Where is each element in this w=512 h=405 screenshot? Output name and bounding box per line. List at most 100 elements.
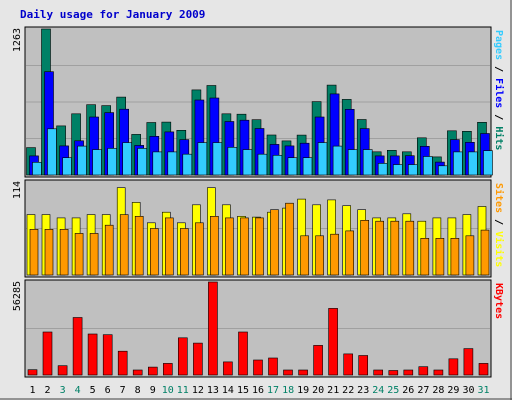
bar-pages-day-16 (257, 153, 268, 176)
x-tick-label-day-1: 1 (29, 385, 35, 396)
bar-kbytes-day-26 (403, 369, 414, 376)
bar-sites-day-18 (285, 202, 294, 276)
bar-sites-day-2 (44, 229, 54, 276)
x-tick-label-day-19: 19 (297, 385, 309, 396)
bar-kbytes-day-5 (87, 333, 98, 376)
bar-sites-day-31 (480, 229, 490, 276)
bar-pages-day-14 (227, 147, 238, 176)
bar-sites-day-15 (240, 217, 249, 276)
bar-pages-day-28 (438, 165, 448, 176)
bar-kbytes-day-18 (283, 369, 293, 376)
bar-pages-day-8 (137, 148, 147, 176)
x-tick-label-day-13: 13 (207, 385, 219, 396)
bar-sites-day-21 (330, 233, 339, 276)
bar-sites-day-8 (134, 216, 144, 276)
x-tick-label-day-2: 2 (44, 385, 50, 396)
bar-kbytes-day-11 (178, 337, 188, 376)
x-axis: 1 2 3 4 5 6 7 8 9 10 11 12 13 14 15 16 17 18 19 20 21 22 23 24 2… (29, 385, 489, 396)
bar-sites-day-7 (119, 214, 129, 276)
legend-part: / (493, 108, 504, 126)
legend-label-panel-3: KBytes (493, 283, 504, 319)
x-tick-label-day-30: 30 (462, 385, 474, 396)
bar-kbytes-day-20 (313, 345, 323, 376)
legend-label-panel-2: Sites / Visits (493, 183, 505, 267)
x-tick-label-day-4: 4 (75, 385, 81, 396)
bar-kbytes-day-25 (388, 370, 399, 376)
bar-pages-day-2 (47, 128, 57, 176)
bar-sites-day-5 (89, 233, 99, 276)
bar-pages-day-1 (32, 162, 42, 176)
legend-part: Pages (493, 30, 504, 60)
panel-3: 56285 KBytes (12, 279, 504, 378)
bar-kbytes-day-4 (72, 317, 83, 376)
x-tick-label-day-3: 3 (60, 385, 66, 396)
bar-kbytes-day-12 (193, 342, 203, 376)
x-tick-label-day-23: 23 (357, 385, 369, 396)
bar-kbytes-day-19 (298, 369, 308, 376)
bar-pages-day-22 (347, 149, 358, 176)
bar-sites-day-6 (104, 224, 114, 276)
bar-sites-day-10 (165, 217, 174, 276)
bar-sites-day-27 (420, 238, 430, 276)
bar-sites-day-9 (150, 228, 159, 276)
bar-kbytes-day-10 (163, 363, 173, 376)
bar-sites-day-19 (300, 235, 309, 276)
legend-part: / (493, 213, 504, 231)
bar-kbytes-day-14 (223, 361, 233, 376)
bar-sites-day-3 (59, 229, 69, 276)
x-tick-label-day-12: 12 (192, 385, 204, 396)
bar-pages-day-30 (468, 151, 478, 176)
bar-pages-day-11 (182, 153, 193, 176)
bar-pages-day-5 (92, 149, 102, 176)
bar-kbytes-day-29 (448, 358, 459, 376)
bar-pages-day-24 (377, 163, 388, 176)
bar-pages-day-13 (212, 142, 223, 176)
legend-part: Sites (493, 183, 505, 213)
x-tick-label-day-15: 15 (237, 385, 249, 396)
bar-pages-day-3 (62, 157, 72, 176)
x-tick-label-day-21: 21 (327, 385, 339, 396)
x-tick-label-day-25: 25 (387, 385, 399, 396)
y-max-label-panel-2: 114 (12, 181, 23, 199)
bar-kbytes-day-31 (478, 363, 489, 376)
x-tick-label-day-10: 10 (162, 385, 174, 396)
bar-pages-day-18 (287, 157, 298, 176)
x-tick-label-day-7: 7 (120, 385, 126, 396)
bar-kbytes-day-27 (418, 366, 429, 376)
x-tick-label-day-18: 18 (282, 385, 294, 396)
bar-sites-day-20 (315, 235, 324, 276)
bar-pages-day-20 (317, 142, 328, 176)
bar-pages-day-17 (272, 155, 283, 176)
bar-kbytes-day-23 (358, 355, 369, 376)
x-tick-label-day-6: 6 (105, 385, 111, 396)
bar-pages-day-23 (362, 149, 373, 176)
bar-pages-day-21 (332, 145, 343, 176)
bar-kbytes-day-3 (57, 365, 68, 376)
panel-2: 114 Sites / Visits (12, 179, 505, 278)
legend-label-panel-1: Pages / Files / Hits (493, 30, 505, 150)
bar-sites-day-13 (210, 216, 219, 276)
legend-part: / (493, 60, 504, 78)
x-tick-label-day-28: 28 (432, 385, 444, 396)
bar-pages-day-26 (407, 164, 418, 176)
x-tick-label-day-8: 8 (135, 385, 141, 396)
x-tick-label-day-22: 22 (342, 385, 354, 396)
bar-pages-day-27 (422, 156, 433, 176)
x-tick-label-day-24: 24 (372, 385, 384, 396)
bar-kbytes-day-9 (148, 366, 158, 376)
bar-sites-day-4 (74, 233, 84, 276)
legend-part: Visits (493, 231, 505, 267)
bar-pages-day-15 (242, 149, 253, 176)
bar-sites-day-17 (270, 209, 279, 276)
x-tick-label-day-31: 31 (477, 385, 489, 396)
bar-kbytes-day-13 (208, 281, 218, 376)
bar-kbytes-day-2 (42, 331, 53, 376)
bar-kbytes-day-22 (343, 353, 354, 376)
bar-pages-day-9 (152, 151, 163, 176)
x-tick-label-day-17: 17 (267, 385, 279, 396)
bar-pages-day-19 (302, 157, 313, 176)
bar-sites-day-29 (450, 238, 460, 276)
bar-sites-day-25 (390, 220, 400, 276)
bar-kbytes-day-16 (253, 359, 263, 376)
